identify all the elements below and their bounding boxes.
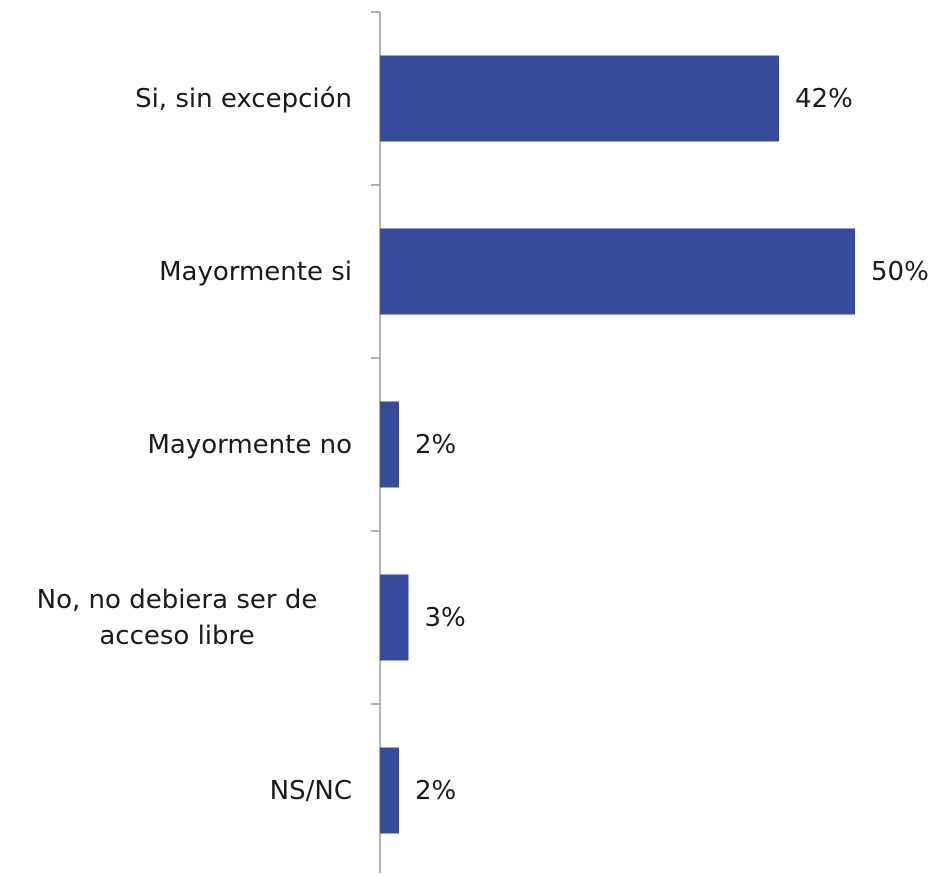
bar: [380, 55, 779, 142]
category-label-box: Mayormente no: [0, 358, 352, 531]
category-label-box: Si, sin excepción: [0, 12, 352, 185]
category-label: NS/NC: [269, 775, 352, 806]
bar: [380, 574, 409, 661]
value-label: 2%: [415, 776, 456, 806]
category-label-box: Mayormente si: [0, 185, 352, 358]
category-label: No, no debiera ser de acceso libre: [36, 584, 318, 651]
value-label: 42%: [795, 84, 853, 114]
value-label: 50%: [871, 257, 929, 287]
bar: [380, 747, 399, 834]
value-label: 2%: [415, 430, 456, 460]
bar: [380, 228, 855, 315]
category-label: Mayormente si: [159, 256, 352, 287]
value-label: 3%: [425, 603, 466, 633]
category-label-box: NS/NC: [0, 704, 352, 877]
category-label: Si, sin excepción: [135, 83, 352, 114]
category-label-box: No, no debiera ser de acceso libre: [0, 531, 352, 704]
category-label: Mayormente no: [147, 429, 352, 460]
bar: [380, 401, 399, 488]
